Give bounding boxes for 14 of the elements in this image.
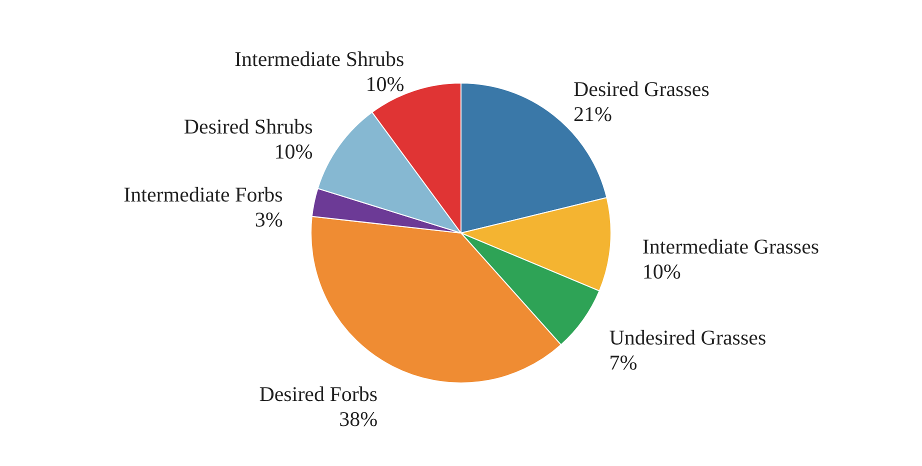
data-label: 10%	[642, 259, 681, 284]
data-label: 3%	[254, 208, 283, 232]
slice-label: Intermediate Shrubs	[234, 47, 404, 72]
slice-label: Desired Shrubs	[184, 114, 313, 138]
data-label: 38%	[339, 406, 378, 431]
data-label: 10%	[274, 139, 313, 164]
data-label: 10%	[366, 72, 404, 96]
slice-label: Intermediate Grasses	[642, 234, 820, 258]
slice-label: Desired Forbs	[259, 382, 378, 406]
data-label: 7%	[609, 350, 638, 375]
slice-label: Intermediate Forbs	[124, 182, 283, 207]
data-label: 21%	[574, 102, 612, 126]
slice-label: Undesired Grasses	[609, 326, 766, 350]
slice-label: Desired Grasses	[574, 76, 710, 101]
